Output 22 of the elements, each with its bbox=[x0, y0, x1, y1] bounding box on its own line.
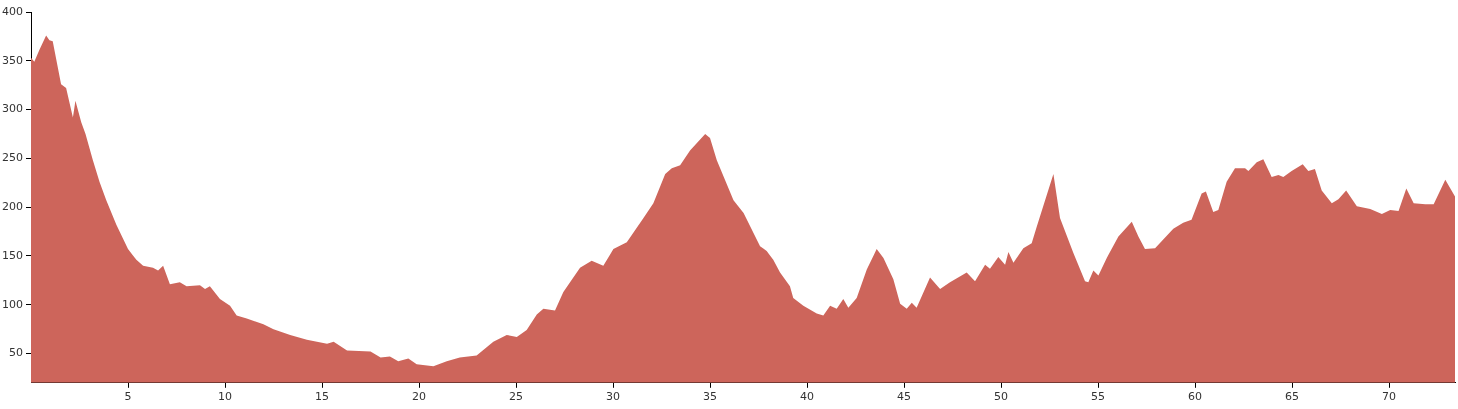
x-tick-label: 20 bbox=[412, 390, 427, 404]
y-tick-label: 350 bbox=[2, 53, 23, 67]
y-tick-label: 250 bbox=[2, 151, 23, 165]
x-tick-label: 70 bbox=[1382, 390, 1397, 404]
x-tick-label: 35 bbox=[703, 390, 718, 404]
x-tick-label: 65 bbox=[1285, 390, 1300, 404]
y-tick-label: 400 bbox=[2, 4, 23, 18]
y-tick-label: 300 bbox=[2, 102, 23, 116]
y-tick-label: 50 bbox=[9, 346, 23, 360]
x-tick-label: 25 bbox=[509, 390, 524, 404]
y-tick-label: 150 bbox=[2, 248, 23, 262]
x-tick-label: 55 bbox=[1091, 390, 1106, 404]
x-tick-label: 45 bbox=[897, 390, 912, 404]
x-tick-label: 60 bbox=[1188, 390, 1203, 404]
x-tick-label: 15 bbox=[315, 390, 330, 404]
x-tick-label: 40 bbox=[800, 390, 815, 404]
x-tick-label: 50 bbox=[994, 390, 1009, 404]
y-tick-label: 200 bbox=[2, 200, 23, 214]
x-tick-label: 10 bbox=[218, 390, 233, 404]
x-tick-label: 5 bbox=[124, 390, 132, 404]
x-tick-label: 30 bbox=[606, 390, 621, 404]
y-tick-label: 100 bbox=[2, 297, 23, 311]
